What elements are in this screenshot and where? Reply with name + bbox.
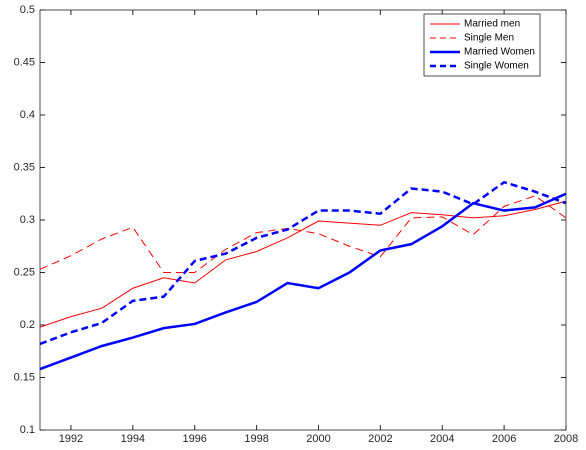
x-tick-label: 2000	[306, 433, 330, 445]
x-tick-label: 1998	[244, 433, 268, 445]
y-tick-label: 0.25	[14, 266, 35, 278]
x-tick-label: 2006	[492, 433, 516, 445]
x-tick-label: 1996	[182, 433, 206, 445]
legend-label: Single Men	[464, 33, 514, 44]
x-tick-label: 2002	[368, 433, 392, 445]
x-tick-label: 1994	[121, 433, 145, 445]
series-line	[39, 180, 567, 346]
y-tick-label: 0.35	[14, 161, 35, 173]
x-tick-label: 2008	[554, 433, 578, 445]
y-tick-label: 0.4	[20, 109, 35, 121]
y-tick-label: 0.15	[14, 371, 35, 383]
series-line	[39, 195, 567, 273]
series-line	[39, 192, 567, 371]
y-tick-label: 0.45	[14, 56, 35, 68]
legend: Married men Single Men Married Women Single…	[423, 13, 541, 77]
y-tick-label: 0.2	[20, 319, 35, 331]
axes-box	[39, 9, 567, 431]
y-tick-label: 0.1	[20, 424, 35, 436]
x-tick-label: 1992	[59, 433, 83, 445]
legend-label: Married men	[464, 19, 520, 30]
y-tick-label: 0.5	[20, 4, 35, 16]
legend-label: Single Women	[464, 61, 529, 72]
y-tick-label: 0.3	[20, 214, 35, 226]
series-line	[39, 200, 567, 328]
x-tick-label: 2004	[430, 433, 454, 445]
legend-label: Married Women	[464, 47, 535, 58]
